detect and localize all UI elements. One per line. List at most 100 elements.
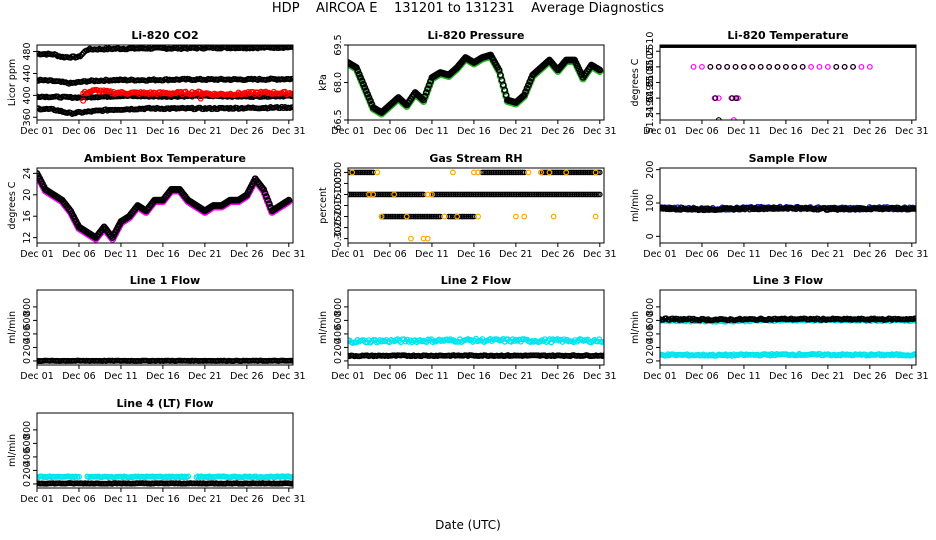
figure-xlabel: Date (UTC) bbox=[435, 518, 501, 532]
data-point bbox=[575, 191, 581, 198]
data-point bbox=[799, 63, 806, 70]
data-point bbox=[517, 191, 524, 198]
data-point bbox=[411, 191, 418, 198]
data-point bbox=[359, 169, 366, 176]
x-tick-label: Dec 21 bbox=[188, 126, 222, 137]
panel-title: Li-820 Pressure bbox=[428, 29, 525, 42]
data-point bbox=[400, 213, 406, 220]
panel-title: Line 2 Flow bbox=[441, 274, 511, 287]
data-point bbox=[441, 213, 448, 220]
x-tick-label: Dec 06 bbox=[685, 126, 719, 137]
y-tick-label: 200 bbox=[645, 161, 656, 179]
data-point bbox=[479, 191, 486, 198]
data-point bbox=[377, 191, 384, 198]
data-point bbox=[384, 191, 391, 198]
x-tick-label: Dec 11 bbox=[104, 371, 138, 382]
x-tick-label: Dec 11 bbox=[104, 249, 138, 260]
data-point bbox=[506, 191, 513, 198]
data-point bbox=[404, 191, 411, 198]
y-tick-label: 51.2510 bbox=[645, 32, 656, 71]
data-point bbox=[357, 169, 364, 176]
data-point bbox=[505, 169, 511, 176]
x-tick-label: Dec 01 bbox=[20, 494, 54, 505]
x-tick-label: Dec 16 bbox=[769, 126, 803, 137]
data-point bbox=[913, 205, 916, 212]
data-point bbox=[427, 77, 434, 85]
data-point bbox=[517, 169, 524, 176]
data-point bbox=[566, 191, 572, 198]
data-point bbox=[456, 191, 462, 198]
data-point bbox=[537, 191, 544, 198]
y-tick-label: 200 bbox=[22, 338, 33, 356]
data-point bbox=[387, 213, 394, 220]
data-point bbox=[512, 213, 519, 220]
data-point bbox=[494, 191, 500, 198]
data-point bbox=[465, 213, 472, 220]
data-point bbox=[290, 75, 293, 82]
data-point bbox=[468, 191, 475, 198]
data-point bbox=[401, 213, 408, 220]
series-temperature bbox=[37, 169, 293, 242]
data-point bbox=[363, 191, 369, 198]
data-point bbox=[462, 213, 468, 220]
data-point bbox=[503, 169, 509, 176]
y-tick-label: 800 bbox=[22, 421, 33, 439]
data-point bbox=[519, 191, 525, 198]
y-tick-label: 600 bbox=[645, 311, 656, 329]
series-sample bbox=[660, 204, 916, 214]
x-tick-label: Dec 01 bbox=[331, 371, 365, 382]
figure-title: HDP AIRCOA E 131201 to 131231 Average Di… bbox=[271, 1, 665, 16]
data-point bbox=[384, 213, 390, 220]
data-point bbox=[381, 191, 387, 198]
data-point bbox=[553, 191, 560, 198]
data-point bbox=[538, 169, 544, 176]
data-point bbox=[290, 91, 293, 98]
chart-gas-stream-rh: Gas Stream RH Dec 01 Dec 06 Dec 11 Dec 16 Dec… bbox=[318, 152, 617, 260]
data-point bbox=[524, 191, 531, 198]
data-point bbox=[546, 169, 553, 176]
data-point bbox=[808, 63, 814, 70]
data-point bbox=[368, 169, 375, 176]
x-tick-label: Dec 21 bbox=[811, 249, 845, 260]
data-point bbox=[741, 63, 747, 70]
x-tick-label: Dec 01 bbox=[331, 249, 365, 260]
y-tick-label: 600 bbox=[333, 311, 344, 329]
data-point bbox=[521, 213, 528, 220]
plot-frame bbox=[347, 167, 605, 244]
data-point bbox=[550, 213, 557, 220]
data-point bbox=[397, 191, 403, 198]
data-point bbox=[783, 63, 789, 70]
data-point bbox=[791, 63, 798, 70]
data-point bbox=[557, 191, 563, 198]
data-point bbox=[285, 196, 293, 204]
panel-title: Line 1 Flow bbox=[130, 274, 200, 287]
data-point bbox=[568, 191, 574, 198]
x-tick-label: Dec 21 bbox=[499, 126, 533, 137]
data-point bbox=[562, 191, 569, 198]
data-point bbox=[363, 169, 369, 176]
data-point bbox=[520, 91, 528, 99]
y-tick-label: 16 bbox=[22, 210, 33, 222]
data-point bbox=[525, 169, 532, 176]
data-point bbox=[584, 169, 591, 176]
data-point bbox=[454, 191, 461, 198]
data-point bbox=[543, 169, 550, 176]
data-point bbox=[501, 191, 507, 198]
y-tick-label: 200 bbox=[22, 461, 33, 479]
data-point bbox=[286, 45, 293, 51]
y-tick-label: 51.2505 bbox=[645, 47, 656, 86]
data-point bbox=[461, 191, 468, 198]
data-point bbox=[352, 169, 358, 176]
data-point bbox=[388, 191, 394, 198]
x-tick-label: Dec 16 bbox=[457, 126, 491, 137]
plot-frame bbox=[347, 289, 605, 366]
data-point bbox=[601, 338, 604, 345]
y-axis-label: ml/min bbox=[7, 434, 18, 467]
x-tick-label: Dec 11 bbox=[104, 494, 138, 505]
data-point bbox=[467, 213, 474, 220]
data-point bbox=[469, 213, 475, 220]
data-point bbox=[521, 191, 527, 198]
data-point bbox=[707, 63, 714, 70]
y-tick-label: 800 bbox=[333, 298, 344, 316]
data-point bbox=[290, 45, 293, 51]
